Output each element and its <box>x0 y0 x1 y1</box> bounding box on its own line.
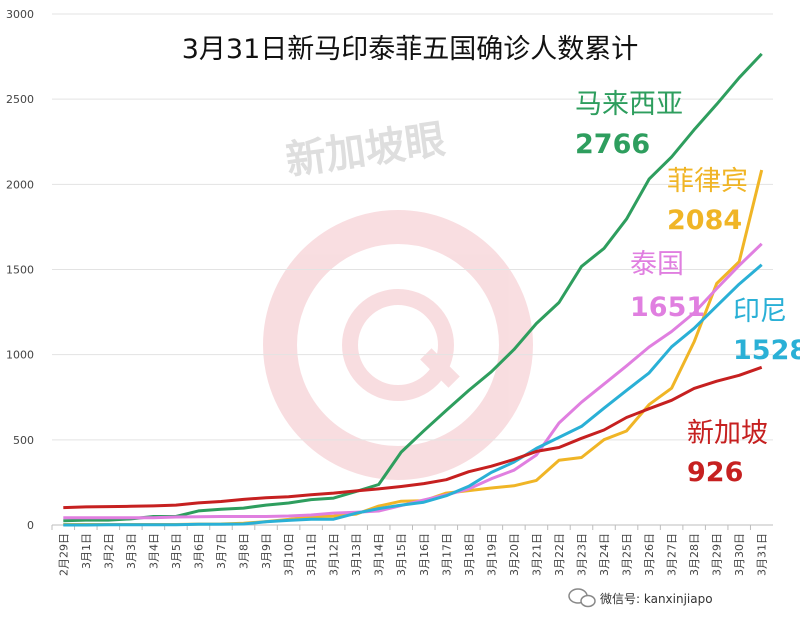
x-tick-label: 2月29日 <box>57 533 70 576</box>
y-tick-label: 3000 <box>6 8 34 21</box>
series-value-label-3: 1528 <box>733 335 800 366</box>
y-tick-label: 1500 <box>6 264 34 277</box>
watermark-logo <box>263 210 533 480</box>
x-axis: 2月29日 3月1日 3月2日 3月3日 3月4日 3月5日 3月6日 3月7日 3月8日 3月9… <box>51 525 769 576</box>
x-tick-label: 3月13日 <box>350 533 363 576</box>
x-tick-label: 3月19日 <box>485 533 498 576</box>
x-tick-label: 3月14日 <box>373 533 386 576</box>
y-tick-label: 500 <box>13 434 34 447</box>
x-tick-label: 3月1日 <box>80 533 93 569</box>
series-value-label-1: 2084 <box>667 205 742 236</box>
series-lines <box>63 52 764 527</box>
x-tick-label: 3月2日 <box>102 533 115 569</box>
x-tick-label: 3月6日 <box>192 533 205 569</box>
x-tick-label: 3月17日 <box>440 533 453 576</box>
wechat-icon <box>568 588 596 608</box>
x-tick-label: 3月4日 <box>147 533 160 569</box>
wechat-footer: 微信号: kanxinjiapo <box>568 588 713 608</box>
y-tick-label: 2000 <box>6 178 34 191</box>
series-line-3 <box>63 263 763 527</box>
x-tick-label: 3月16日 <box>418 533 431 576</box>
series-value-label-0: 2766 <box>575 129 650 160</box>
series-line-4 <box>63 365 763 510</box>
x-tick-label: 3月3日 <box>125 533 138 569</box>
x-tick-label: 3月7日 <box>215 533 228 569</box>
x-tick-label: 3月22日 <box>553 533 566 576</box>
series-value-label-2: 1651 <box>630 292 705 323</box>
x-tick-label: 3月24日 <box>598 533 611 576</box>
x-tick-label: 3月20日 <box>508 533 521 576</box>
x-tick-label: 3月26日 <box>643 533 656 576</box>
x-tick-label: 3月27日 <box>666 533 679 576</box>
y-tick-label: 1000 <box>6 349 34 362</box>
x-tick-label: 3月21日 <box>530 533 543 576</box>
x-tick-label: 3月12日 <box>328 533 341 576</box>
series-name-label-1: 菲律宾 <box>667 166 748 197</box>
series-name-label-3: 印尼 <box>733 296 787 327</box>
series-value-label-4: 926 <box>687 457 743 488</box>
series-name-label-0: 马来西亚 <box>575 89 683 120</box>
y-tick-label: 2500 <box>6 93 34 106</box>
x-tick-label: 3月5日 <box>170 533 183 569</box>
chart-title: 3月31日新马印泰菲五国确诊人数累计 <box>182 34 639 65</box>
x-tick-label: 3月29日 <box>711 533 724 576</box>
x-tick-label: 3月23日 <box>575 533 588 576</box>
x-tick-label: 3月31日 <box>756 533 769 576</box>
y-tick-label: 0 <box>27 519 34 532</box>
x-tick-label: 3月15日 <box>395 533 408 576</box>
x-tick-label: 3月10日 <box>283 533 296 576</box>
x-tick-label: 3月9日 <box>260 533 273 569</box>
x-tick-label: 3月11日 <box>305 533 318 576</box>
wechat-id: 微信号: kanxinjiapo <box>600 592 713 606</box>
x-tick-label: 3月25日 <box>621 533 634 576</box>
x-tick-label: 3月8日 <box>238 533 251 569</box>
series-labels: 马来西亚 2766 菲律宾 2084 泰国 1651 印尼 1528 新加坡 926 <box>575 89 800 488</box>
x-tick-label: 3月18日 <box>463 533 476 576</box>
series-name-label-4: 新加坡 <box>687 418 768 449</box>
watermark-brand: 新加坡眼 <box>283 117 448 185</box>
series-name-label-2: 泰国 <box>630 249 684 280</box>
y-axis: 0 500 1000 1500 2000 2500 3000 <box>6 8 34 532</box>
x-tick-label: 3月28日 <box>688 533 701 576</box>
x-tick-label: 3月30日 <box>733 533 746 576</box>
